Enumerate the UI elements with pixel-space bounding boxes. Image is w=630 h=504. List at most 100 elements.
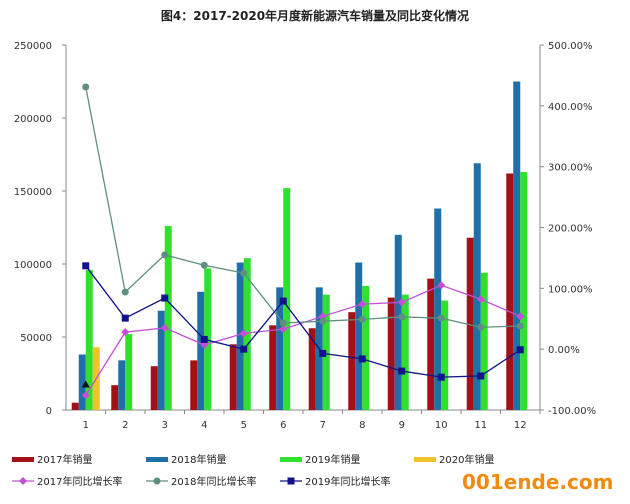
legend-label: 2018年同比增长率 <box>171 475 256 488</box>
marker-square <box>82 262 90 270</box>
bar-2019年销量 <box>125 334 133 410</box>
bar-2017年销量 <box>348 312 356 410</box>
marker-circle <box>200 261 208 269</box>
left-tick-label: 150000 <box>14 187 52 198</box>
x-tick-label: 7 <box>320 420 326 431</box>
marker-square <box>398 367 406 375</box>
x-tick-label: 11 <box>474 420 487 431</box>
marker-diamond <box>437 281 446 290</box>
line-2018年同比增长率 <box>85 86 521 328</box>
bar-2017年销量 <box>190 360 198 410</box>
marker-square <box>279 297 287 305</box>
right-tick-label: 100.00% <box>548 284 593 295</box>
bar-2019年销量 <box>401 294 409 410</box>
marker-triangle <box>81 380 90 388</box>
bar-2018年销量 <box>513 81 521 410</box>
legend-label: 2019年销量 <box>305 453 360 466</box>
watermark: 001ende.com <box>462 470 613 494</box>
x-tick-label: 9 <box>399 420 405 431</box>
x-tick-label: 6 <box>280 420 286 431</box>
marker-circle <box>279 319 287 327</box>
right-tick-label: 0.00% <box>548 345 580 356</box>
bar-2019年销量 <box>520 172 528 410</box>
marker-circle <box>358 315 366 323</box>
marker-circle <box>437 314 445 322</box>
bar-2018年销量 <box>118 360 126 410</box>
right-tick-label: 400.00% <box>548 102 593 113</box>
marker-diamond <box>160 323 169 332</box>
legend-swatch <box>414 457 436 462</box>
x-tick-label: 5 <box>241 420 247 431</box>
marker-circle <box>82 83 90 91</box>
bar-2018年销量 <box>197 291 205 410</box>
bar-2018年销量 <box>236 262 244 410</box>
marker-diamond <box>279 325 288 334</box>
legend-label: 2018年销量 <box>171 453 226 466</box>
marker-square <box>200 335 208 343</box>
bar-2018年销量 <box>78 354 86 410</box>
marker-circle <box>121 288 129 296</box>
x-tick-label: 1 <box>83 420 89 431</box>
bar-2017年销量 <box>111 385 119 410</box>
legend-label: 2017年销量 <box>37 453 92 466</box>
bar-2017年销量 <box>229 344 237 410</box>
marker-square <box>437 373 445 381</box>
left-tick-label: 250000 <box>14 41 52 52</box>
bar-2018年销量 <box>157 310 165 410</box>
marker-diamond <box>81 391 90 400</box>
bar-2018年销量 <box>473 163 481 410</box>
bar-2017年销量 <box>506 173 514 410</box>
right-tick-label: 300.00% <box>548 163 593 174</box>
legend-label: 2019年同比增长率 <box>305 475 390 488</box>
bar-2018年销量 <box>394 234 402 410</box>
x-tick-label: 4 <box>201 420 207 431</box>
bar-2017年销量 <box>427 278 435 410</box>
marker-circle <box>516 322 524 330</box>
bar-2018年销量 <box>355 262 363 410</box>
marker-diamond <box>397 298 406 307</box>
bar-2019年销量 <box>362 285 370 410</box>
legend-swatch <box>12 457 34 462</box>
bar-2019年销量 <box>85 269 93 410</box>
left-tick-label: 100000 <box>14 260 52 271</box>
legend-swatch <box>280 457 302 462</box>
marker-circle <box>161 251 169 259</box>
bar-2019年销量 <box>243 258 251 410</box>
bar-2017年销量 <box>150 366 158 410</box>
marker-diamond <box>239 329 248 338</box>
bar-2017年销量 <box>387 297 395 410</box>
bar-2017年销量 <box>466 237 474 410</box>
x-tick-label: 10 <box>435 420 448 431</box>
x-tick-label: 2 <box>122 420 128 431</box>
x-tick-label: 12 <box>514 420 527 431</box>
marker-diamond <box>121 328 130 337</box>
legend-label: 2017年同比增长率 <box>37 475 122 488</box>
marker-circle <box>477 323 485 331</box>
marker-circle <box>398 313 406 321</box>
marker-square <box>477 372 485 380</box>
bar-2018年销量 <box>434 208 442 410</box>
legend-label: 2020年销量 <box>439 453 494 466</box>
marker-diamond <box>516 312 525 321</box>
marker-circle <box>240 269 248 277</box>
left-tick-label: 0 <box>46 406 52 417</box>
bar-2019年销量 <box>480 272 488 410</box>
x-tick-label: 8 <box>359 420 365 431</box>
marker-diamond <box>19 477 27 485</box>
marker-square <box>358 355 366 363</box>
chart-title: 图4：2017-2020年月度新能源汽车销量及同比变化情况 <box>161 8 469 23</box>
marker-square <box>240 345 248 353</box>
right-tick-label: 500.00% <box>548 41 593 52</box>
bar-2017年销量 <box>71 402 79 410</box>
bar-2018年销量 <box>276 287 284 410</box>
bar-2017年销量 <box>308 328 316 410</box>
marker-square <box>516 346 524 354</box>
right-tick-label: 200.00% <box>548 224 593 235</box>
marker-diamond <box>476 295 485 304</box>
marker-circle <box>319 317 327 325</box>
marker-square <box>121 314 129 322</box>
marker-diamond <box>358 300 367 309</box>
marker-square <box>319 349 327 357</box>
